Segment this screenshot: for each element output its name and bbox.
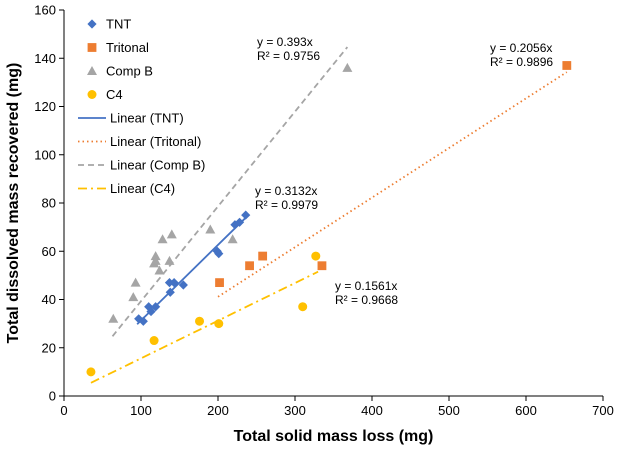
x-axis-title: Total solid mass loss (mg) bbox=[234, 428, 434, 445]
legend-label: Linear (Comp B) bbox=[110, 158, 205, 173]
legend-label: TNT bbox=[106, 17, 131, 32]
comp-b-point bbox=[150, 255, 161, 265]
tritonal-equation: y = 0.2056x bbox=[490, 41, 552, 55]
legend-marker bbox=[87, 19, 97, 29]
comp-b-point bbox=[205, 224, 216, 234]
legend-label: Linear (TNT) bbox=[110, 111, 184, 126]
trendline-c4 bbox=[90, 270, 319, 384]
y-tick-label: 20 bbox=[42, 340, 56, 355]
data-markers bbox=[86, 61, 572, 377]
tnt-point bbox=[169, 278, 179, 288]
tnt-point bbox=[138, 316, 148, 326]
trendline-comp-b bbox=[111, 46, 349, 337]
tnt-equation: y = 0.3132x bbox=[255, 184, 317, 198]
comp-b-point bbox=[342, 62, 353, 72]
x-tick-label: 600 bbox=[515, 403, 537, 418]
y-tick-label: 140 bbox=[34, 51, 56, 66]
legend-label: Linear (Tritonal) bbox=[110, 134, 201, 149]
x-tick-label: 200 bbox=[207, 403, 229, 418]
tnt-point bbox=[234, 217, 245, 227]
c4-point bbox=[149, 336, 159, 346]
x-tick-label: 100 bbox=[130, 403, 152, 418]
legend-label: Linear (C4) bbox=[110, 181, 175, 196]
comp-b-r-squared: R² = 0.9756 bbox=[257, 49, 320, 63]
c4-point bbox=[86, 367, 96, 377]
tnt-point bbox=[178, 280, 188, 290]
tnt-point bbox=[241, 210, 251, 220]
legend: TNT Tritonal Comp B C4 Linear (TNT) Linear (T… bbox=[78, 17, 205, 196]
x-tick-label: 700 bbox=[592, 403, 614, 418]
tnt-point bbox=[134, 314, 144, 324]
comp-b-point bbox=[128, 292, 139, 302]
tritonal-point bbox=[215, 278, 224, 288]
legend-label: Tritonal bbox=[106, 40, 149, 55]
x-tick-label: 500 bbox=[438, 403, 460, 418]
axes: 0 100 200 300 400 500 600 700 0 20 40 60 80 100 120 140… bbox=[34, 3, 614, 419]
y-tick-label: 120 bbox=[34, 99, 56, 114]
tnt-point bbox=[144, 302, 154, 312]
comp-b-point bbox=[157, 234, 168, 244]
y-tick-label: 40 bbox=[42, 292, 56, 307]
tritonal-point bbox=[317, 261, 327, 271]
x-tick-label: 400 bbox=[361, 403, 383, 418]
comp-b-point bbox=[108, 313, 119, 323]
c4-point bbox=[311, 251, 321, 261]
y-axis-title: Total dissolved mass recovered (mg) bbox=[5, 63, 22, 344]
legend-marker bbox=[87, 66, 97, 75]
tnt-r-squared: R² = 0.9979 bbox=[255, 198, 318, 212]
tnt-point bbox=[146, 306, 156, 317]
legend-marker bbox=[87, 90, 97, 99]
comp-b-point bbox=[164, 255, 175, 265]
legend-label: C4 bbox=[106, 87, 123, 102]
tritonal-r-squared: R² = 0.9896 bbox=[490, 55, 553, 69]
c4-equation: y = 0.1561x bbox=[335, 279, 397, 293]
tnt-point bbox=[164, 278, 175, 288]
c4-point bbox=[195, 316, 205, 326]
comp-b-point bbox=[130, 277, 141, 287]
comp-b-point bbox=[227, 234, 238, 244]
y-tick-label: 100 bbox=[34, 147, 56, 162]
y-tick-label: 160 bbox=[34, 3, 56, 18]
c4-r-squared: R² = 0.9668 bbox=[335, 293, 398, 307]
y-tick-label: 80 bbox=[42, 196, 56, 211]
tnt-point bbox=[165, 287, 175, 297]
comp-b-point bbox=[150, 251, 161, 261]
tritonal-point bbox=[258, 251, 268, 261]
c4-point bbox=[298, 302, 308, 312]
c4-point bbox=[214, 319, 224, 329]
x-tick-label: 0 bbox=[60, 403, 67, 418]
tnt-point bbox=[214, 249, 224, 259]
trendline-tritonal bbox=[217, 71, 568, 298]
x-tick-label: 300 bbox=[284, 403, 306, 418]
legend-marker bbox=[87, 43, 97, 52]
legend-label: Comp B bbox=[106, 64, 153, 79]
comp-b-equation: y = 0.393x bbox=[257, 35, 313, 49]
tritonal-point bbox=[245, 261, 254, 271]
tritonal-point bbox=[562, 61, 572, 70]
y-tick-label: 60 bbox=[42, 244, 56, 259]
tnt-point bbox=[151, 302, 161, 312]
y-tick-label: 0 bbox=[49, 389, 56, 404]
comp-b-point bbox=[166, 229, 177, 239]
comp-b-point bbox=[154, 265, 165, 275]
